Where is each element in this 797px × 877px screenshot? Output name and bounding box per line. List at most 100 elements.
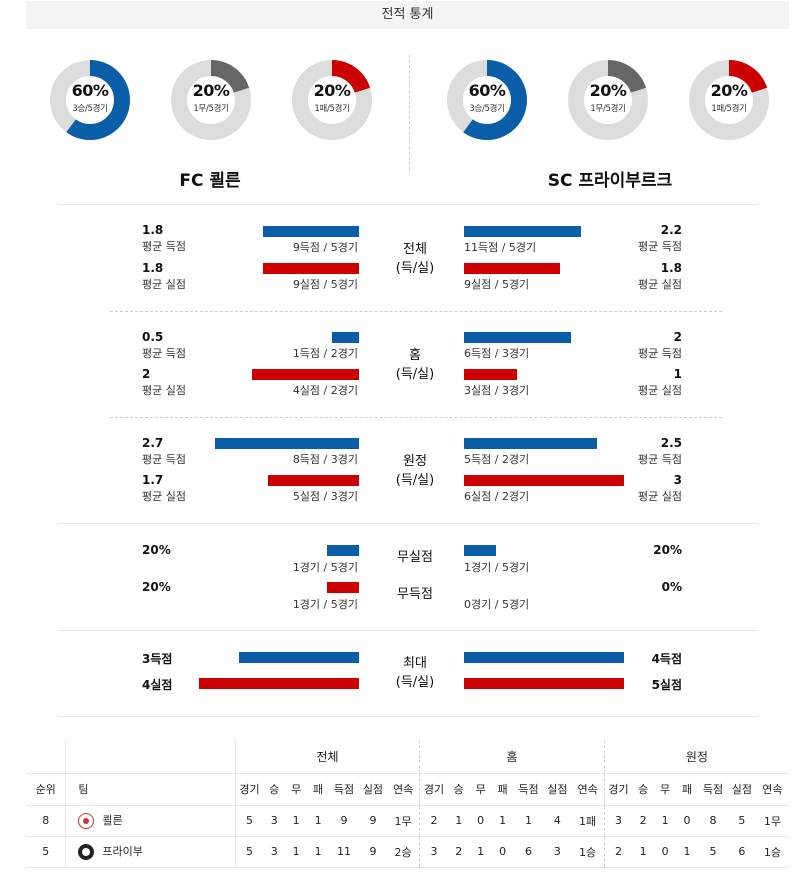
column-header: 패	[676, 773, 699, 806]
home-avg-conceded: 1.7	[142, 473, 164, 487]
column-header: 실점	[727, 773, 756, 806]
away-loss-donut: 20% 1패/5경기	[687, 58, 771, 142]
home-avg-conceded-label: 평균 실점	[142, 490, 186, 503]
home-team-name: FC 쾰른	[179, 171, 241, 191]
stat-cell: 2	[632, 805, 655, 837]
away-scored-count: 6득점 / 3경기	[464, 347, 530, 360]
donut-chart	[447, 60, 527, 140]
divider	[110, 417, 722, 418]
stat-cell: 2	[603, 836, 633, 868]
table-row[interactable]: 8 쾰른 5 3 1 1 9 9 1무 2 1 0 1 1 4 1패 3 2 1 0 8 5 1무	[26, 805, 789, 837]
stat-cell: 1무	[755, 805, 789, 837]
away-conceded-bar	[464, 475, 624, 486]
table-row[interactable]: 5 프라이부 5 3 1 1 11 9 2승 3 2 1 0 6 3 1승 2 1 0 1 5 6 1승	[26, 836, 789, 868]
home-avg-scored: 2.7	[142, 436, 164, 450]
column-header: 경기	[419, 773, 448, 806]
away-avg-conceded: 1.8	[660, 261, 682, 275]
stat-cell: 2승	[386, 836, 420, 868]
stat-cell: 1	[632, 836, 655, 868]
home-avg-scored: 0.5	[142, 330, 164, 344]
stat-cell: 1	[513, 805, 544, 837]
divider	[58, 523, 758, 524]
away-scored-bar	[464, 332, 571, 343]
home-scored-bar	[263, 226, 359, 237]
standings-table: 전체 홈 원정 순위 팀 경기 승 무 패 득점 실점 연속 경기 승 무 패 득점 실점 연속 경기 승 무 패…	[26, 740, 789, 868]
donut-segment	[568, 60, 648, 140]
home-clean-sheet-count: 1경기 / 5경기	[292, 561, 358, 574]
clean-sheet-label: 무실점	[397, 550, 433, 565]
stat-cell: 1	[307, 805, 330, 837]
stat-cell: 5	[727, 805, 756, 837]
team-cell[interactable]: 프라이부	[65, 836, 236, 868]
section-label-main: 전체	[403, 242, 427, 257]
section-label-sub: (득/실)	[395, 675, 435, 690]
home-conceded-count: 4실점 / 2경기	[292, 384, 358, 397]
home-scored-count: 8득점 / 3경기	[292, 453, 358, 466]
home-avg-conceded-label: 평균 실점	[142, 384, 186, 397]
home-draw-donut: 20% 1무/5경기	[169, 58, 253, 142]
donut-percent: 20%	[589, 81, 627, 100]
column-header: 무	[469, 773, 492, 806]
section-label-sub: (득/실)	[395, 261, 435, 276]
stat-cell: 9	[329, 805, 359, 837]
donut-caption: 1무/5경기	[590, 104, 626, 114]
home-conceded-bar	[263, 263, 359, 274]
away-clean-sheet-pct: 20%	[653, 543, 682, 557]
team-name: 프라이부	[102, 845, 143, 858]
home-win-donut: 60% 3승/5경기	[48, 58, 132, 142]
column-header: 경기	[603, 773, 633, 806]
blank-label: 무득점	[397, 587, 433, 602]
column-header: 무	[285, 773, 308, 806]
away-conceded-count: 9실점 / 5경기	[464, 278, 530, 291]
blank-cell	[26, 740, 66, 774]
home-scored-count: 1득점 / 2경기	[292, 347, 358, 360]
stat-cell: 1무	[386, 805, 420, 837]
stat-cell: 4	[543, 805, 572, 837]
stat-cell: 0	[491, 836, 514, 868]
stat-cell: 1	[447, 805, 470, 837]
stat-cell: 0	[469, 805, 492, 837]
donut-caption: 1패/5경기	[711, 104, 747, 114]
stat-cell: 5	[234, 836, 264, 868]
away-team-name: SC 프라이부르크	[547, 171, 673, 191]
away-conceded-bar	[464, 263, 560, 274]
home-loss-donut: 20% 1패/5경기	[290, 58, 374, 142]
rank-header: 순위	[26, 773, 66, 806]
column-header: 연속	[386, 773, 420, 806]
team-cell[interactable]: 쾰른	[65, 805, 236, 837]
away-max-conceded-bar	[464, 678, 624, 689]
column-header: 승	[263, 773, 286, 806]
column-header: 연속	[755, 773, 789, 806]
column-header: 실점	[543, 773, 572, 806]
section-label: 전체 (득/실)	[370, 240, 460, 278]
team-divider	[409, 55, 410, 170]
stat-cell: 3	[419, 836, 448, 868]
home-avg-scored-label: 평균 득점	[142, 453, 186, 466]
section-label: 최대 (득/실)	[370, 654, 460, 692]
stat-cell: 6	[727, 836, 756, 868]
column-header: 연속	[571, 773, 605, 806]
column-header: 득점	[329, 773, 359, 806]
home-conceded-count: 5실점 / 3경기	[292, 490, 358, 503]
group-header-overall: 전체	[234, 740, 420, 774]
stat-cell: 2	[447, 836, 470, 868]
away-scored-count: 5득점 / 2경기	[464, 453, 530, 466]
home-avg-scored-label: 평균 득점	[142, 240, 186, 253]
column-header: 실점	[358, 773, 387, 806]
donut-percent: 60%	[71, 81, 109, 100]
away-max-conceded: 5실점	[651, 678, 682, 692]
rank-cell: 5	[26, 836, 66, 868]
divider	[110, 311, 722, 312]
home-avg-conceded: 1.8	[142, 261, 164, 275]
column-header: 승	[632, 773, 655, 806]
away-scored-count: 11득점 / 5경기	[464, 241, 537, 254]
donut-caption: 1무/5경기	[193, 104, 229, 114]
home-avg-conceded: 2	[142, 367, 151, 381]
away-clean-sheet-bar	[464, 545, 496, 556]
donut-percent: 60%	[468, 81, 506, 100]
donut-caption: 1패/5경기	[314, 104, 350, 114]
blank-cell	[65, 740, 236, 774]
home-scored-count: 9득점 / 5경기	[292, 241, 358, 254]
home-conceded-bar	[252, 369, 359, 380]
section-label-main: 홈	[409, 348, 421, 363]
